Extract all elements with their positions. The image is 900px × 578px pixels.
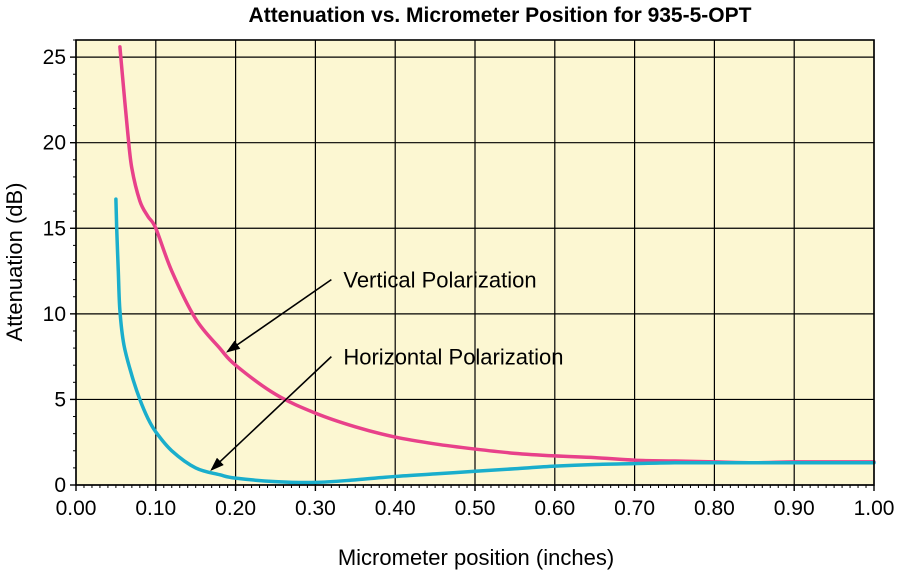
- y-tick-label: 15: [43, 217, 66, 240]
- x-tick-label: 0.40: [375, 497, 416, 520]
- x-tick-label: 0.30: [295, 497, 336, 520]
- x-axis-ticks: 0.00 0.10 0.20 0.30 0.40 0.50 0.60 0.70 0.80 0.90…: [56, 485, 895, 520]
- x-tick-label: 0.20: [215, 497, 256, 520]
- x-tick-label: 0.80: [694, 497, 735, 520]
- annotation-arrow: [225, 278, 332, 353]
- y-tick-label: 10: [43, 303, 66, 326]
- series-line-horizontal-polarization: [114, 197, 876, 485]
- x-tick-label: 0.00: [56, 497, 97, 520]
- annotation-label: Horizontal Polarization: [343, 345, 563, 370]
- x-tick-label: 0.10: [135, 497, 176, 520]
- series-layer: [114, 45, 876, 485]
- chart-title: Attenuation vs. Micrometer Position for …: [249, 4, 752, 27]
- x-tick-label: 0.50: [455, 497, 496, 520]
- x-tick-label: 0.60: [534, 497, 575, 520]
- y-axis-ticks: 0 5 10 15 20 25: [43, 39, 76, 497]
- y-axis-label: Attenuation (dB): [2, 183, 27, 342]
- y-tick-label: 25: [43, 46, 66, 69]
- y-tick-label: 20: [43, 132, 66, 155]
- y-tick-label: 0: [54, 474, 66, 497]
- x-tick-label: 0.90: [774, 497, 815, 520]
- annotation-arrow: [210, 356, 332, 471]
- annotations: Vertical Polarization Horizontal Polariza…: [210, 268, 563, 471]
- annotation-label: Vertical Polarization: [343, 268, 536, 293]
- x-tick-label: 0.70: [614, 497, 655, 520]
- x-tick-label: 1.00: [854, 497, 895, 520]
- x-axis-label: Micrometer position (inches): [338, 545, 614, 570]
- y-tick-label: 5: [54, 388, 66, 411]
